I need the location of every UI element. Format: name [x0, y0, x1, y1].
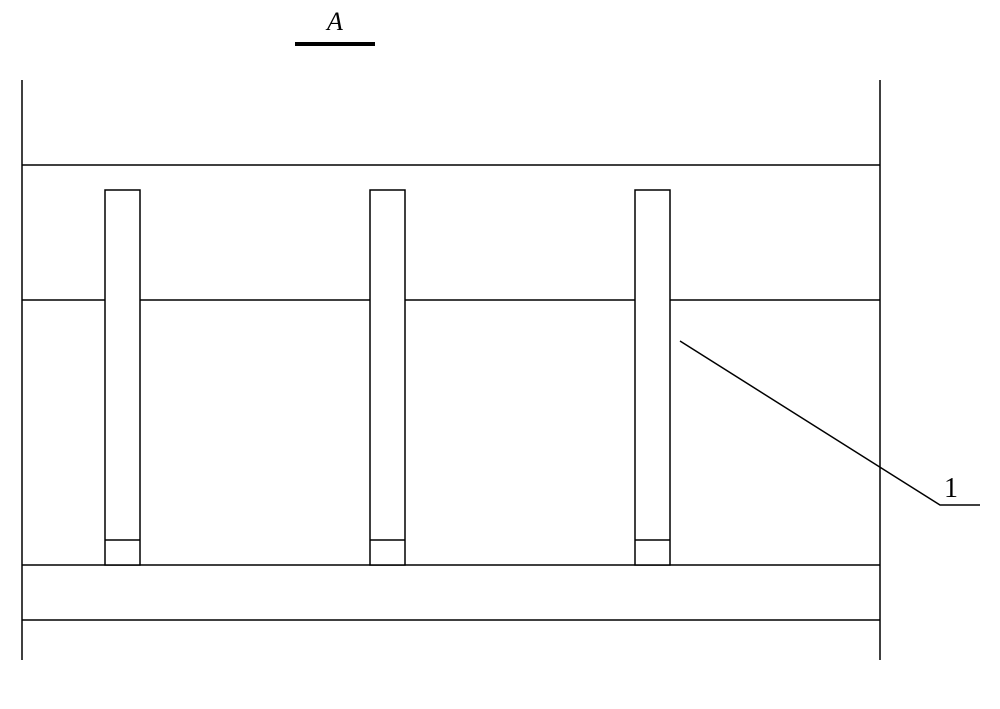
vertical-posts	[105, 190, 670, 565]
post-2	[635, 190, 670, 565]
post-1	[370, 190, 405, 565]
callout-1: 1	[680, 341, 980, 505]
section-letter: A	[325, 7, 343, 36]
diagram-canvas: A 1	[0, 0, 1000, 709]
section-label: A	[295, 7, 375, 44]
callout-leader	[680, 341, 980, 505]
callout-number: 1	[944, 473, 958, 504]
post-0	[105, 190, 140, 565]
outer-frame	[22, 80, 880, 660]
horizontal-lines	[22, 165, 880, 620]
